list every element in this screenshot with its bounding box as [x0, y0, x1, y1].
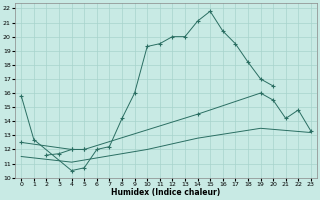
X-axis label: Humidex (Indice chaleur): Humidex (Indice chaleur) [111, 188, 221, 197]
